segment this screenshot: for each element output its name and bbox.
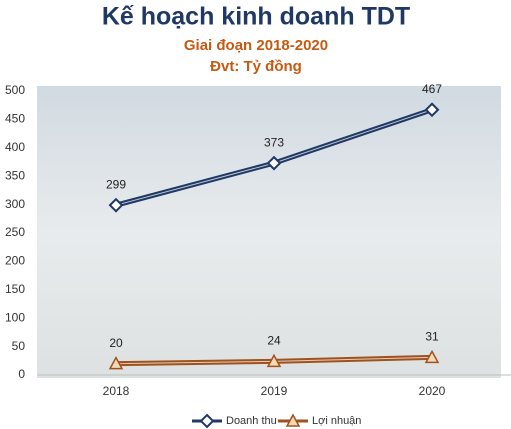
y-tick-label: 250: [5, 225, 25, 239]
point-marker: [108, 356, 124, 370]
data-label: 373: [264, 135, 284, 149]
y-tick-label: 50: [12, 339, 26, 353]
y-tick-label: 450: [5, 112, 25, 126]
y-tick-label: 350: [5, 168, 25, 182]
point-marker: [266, 155, 282, 171]
point-marker: [266, 353, 282, 368]
x-tick-label: 2019: [261, 384, 288, 398]
y-tick-label: 100: [5, 310, 25, 324]
chart-title: Kế hoạch kinh doanh TDT: [102, 3, 410, 31]
subtitle: Giai đoạn 2018-2020: [184, 37, 328, 54]
point-marker: [424, 102, 440, 118]
data-label: 467: [422, 82, 442, 96]
background-photo: [37, 86, 501, 378]
y-tick-label: 300: [5, 197, 25, 211]
data-label: 299: [106, 177, 126, 191]
data-label: 31: [425, 330, 439, 344]
y-tick-label: 150: [5, 282, 25, 296]
data-label: 24: [267, 334, 281, 348]
point-marker: [424, 349, 440, 364]
legend-label: Doanh thu: [226, 415, 277, 427]
subtitle: Đvt: Tỷ đồng: [210, 58, 302, 75]
y-tick-label: 200: [5, 254, 25, 268]
legend-label: Lợi nhuận: [312, 415, 361, 427]
x-tick-label: 2018: [103, 384, 130, 398]
y-tick-label: 400: [5, 140, 25, 154]
y-tick-label: 0: [18, 367, 25, 381]
point-marker: [108, 197, 124, 213]
y-tick-label: 500: [5, 83, 25, 97]
legend-marker: [285, 413, 301, 427]
x-tick-label: 2020: [419, 384, 446, 398]
legend-marker: [199, 413, 215, 429]
data-label: 20: [109, 336, 123, 350]
